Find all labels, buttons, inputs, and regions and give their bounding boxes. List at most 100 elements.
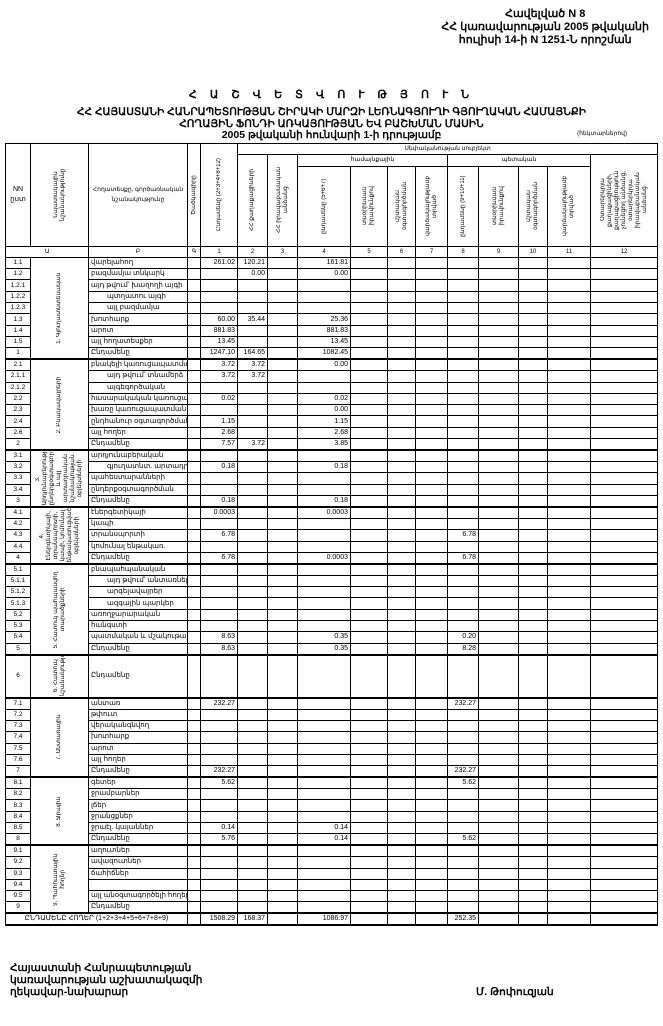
value-cell-col11 (547, 586, 591, 599)
value-cell-col12 (589, 654, 659, 699)
value-cell-col12 (589, 833, 659, 847)
group-label-text: 8. Ջրային (56, 796, 62, 827)
row-name: այդ թվում՝ տնամերձ (88, 370, 188, 383)
value-cell-col10 (518, 708, 548, 721)
value-cell-col9 (478, 347, 519, 361)
value-cell-col12 (589, 788, 659, 801)
column-number: Բ (88, 245, 188, 258)
row-name: այլ անօգտագործելի հողեր (88, 890, 188, 903)
subtotal-row: 7 Ընդամենը 232.27 232.27 (5, 765, 659, 779)
code-cell (187, 856, 201, 869)
value-cell-col11 (547, 358, 591, 372)
code-cell (187, 844, 201, 858)
value-cell-col12 (589, 370, 659, 383)
value-cell-col5 (350, 540, 388, 553)
table-row: 4.2 կապի (5, 517, 659, 531)
row-number: 3.2 (5, 461, 31, 474)
group-label: 9. Պահուստային հողեր (30, 844, 89, 915)
value-cell-col3 (267, 256, 298, 270)
value-cell-col3 (267, 586, 298, 599)
row-name: արգելավայրեր (88, 586, 188, 599)
value-cell-col2 (237, 540, 268, 553)
value-cell-col6 (387, 483, 416, 496)
row-name: Ընդամենը (88, 551, 188, 565)
value-cell-col9 (478, 381, 519, 394)
header-c9: տնօրինման իրավունքով (478, 165, 519, 247)
row-name: գյուղատնտ. արտադր. (88, 461, 188, 474)
subtotal-row: 9 Ընդամենը (5, 901, 659, 915)
value-cell-col12 (589, 415, 659, 428)
value-cell-col2 (237, 574, 268, 588)
value-cell-col12 (589, 313, 659, 326)
value-cell-col7 (415, 753, 448, 767)
row-name: աղուտներ (88, 844, 188, 858)
value-cell-col12 (589, 483, 659, 496)
value-cell-col6 (387, 392, 416, 406)
value-cell-col7 (415, 290, 448, 304)
value-cell-col8 (447, 574, 479, 588)
group-label-text: 1. Գյուղատնտեսական (56, 272, 62, 344)
group-label-text: 2. Բնակավայրերի (56, 376, 62, 434)
value-cell-col1 (200, 268, 238, 281)
row-number: 4.2 (5, 517, 31, 531)
value-cell-col7 (415, 438, 448, 452)
value-cell-col9 (478, 461, 519, 474)
value-cell-col9 (478, 799, 519, 812)
value-cell-col11 (547, 347, 591, 361)
row-name: այլ հողեր (88, 753, 188, 767)
value-cell-col4 (297, 290, 351, 304)
value-cell-col7 (415, 654, 448, 699)
code-cell (187, 540, 201, 553)
value-cell-col4: 0.14 (297, 821, 351, 835)
value-cell-col1: 261.02 (200, 256, 238, 270)
value-cell-col12 (589, 878, 659, 892)
header-total: Ընդամենը (2+3+4+8+12) (200, 143, 238, 247)
value-cell-col2 (237, 708, 268, 721)
table-row: 1.4 արոտ 881.83 881.83 (5, 324, 659, 337)
value-cell-col2 (237, 833, 268, 847)
value-cell-col1: 0.02 (200, 392, 238, 406)
row-name: վերականգնվող (88, 719, 188, 733)
value-cell-col6 (387, 765, 416, 779)
value-cell-col8 (447, 597, 479, 610)
row-name: բնակելի կառուցապատման (88, 358, 188, 372)
value-cell-col10 (518, 529, 548, 542)
value-cell-col1 (200, 517, 238, 531)
value-cell-col8 (447, 347, 479, 361)
value-cell-col5 (350, 821, 388, 835)
value-cell-col4 (297, 719, 351, 733)
value-cell-col7 (415, 642, 448, 656)
table-row: 5.2 առողջարարական (5, 608, 659, 622)
value-cell-col2 (237, 776, 268, 790)
code-cell (187, 335, 201, 349)
value-cell-col9 (478, 708, 519, 721)
value-cell-col1: 0.18 (200, 461, 238, 474)
code-cell (187, 753, 201, 767)
value-cell-col3 (267, 415, 298, 428)
row-name: պատմական և մշակութային (88, 631, 188, 644)
header-c8: ընդամենը (9+10+11) (447, 165, 479, 247)
header-foreign: Օտարերկրյա քաղաքացիների, քաղաքացիություն… (589, 154, 659, 247)
value-cell-col10 (518, 324, 548, 337)
value-cell-col5 (350, 810, 388, 823)
value-cell-col2: 35.44 (237, 313, 268, 326)
header-state: պետական (447, 154, 591, 167)
value-cell-col9 (478, 529, 519, 542)
value-cell-col8: 5.62 (447, 776, 479, 790)
value-cell-col1 (200, 731, 238, 744)
value-cell-col8: 5.62 (447, 833, 479, 847)
value-cell-col11 (547, 856, 591, 869)
row-name: հասարակական կառուցապատման (88, 392, 188, 406)
header-c9-text: տնօրինման իրավունքով (491, 186, 505, 226)
row-name: անտառ (88, 697, 188, 710)
header-legal-text: ՀՀ իրավաբանական անձանց (275, 167, 289, 234)
value-cell-col4: 13.45 (297, 335, 351, 349)
value-cell-col5 (350, 697, 388, 710)
value-cell-col3 (267, 574, 298, 588)
header-c8-text: ընդամենը (9+10+11) (459, 175, 466, 237)
value-cell-col5 (350, 608, 388, 622)
value-cell-col2: 0.00 (237, 268, 268, 281)
header-c10-text: մշտական օգտագործման (526, 182, 539, 231)
row-name: հանգստի (88, 620, 188, 633)
row-number: 9.3 (5, 867, 31, 880)
